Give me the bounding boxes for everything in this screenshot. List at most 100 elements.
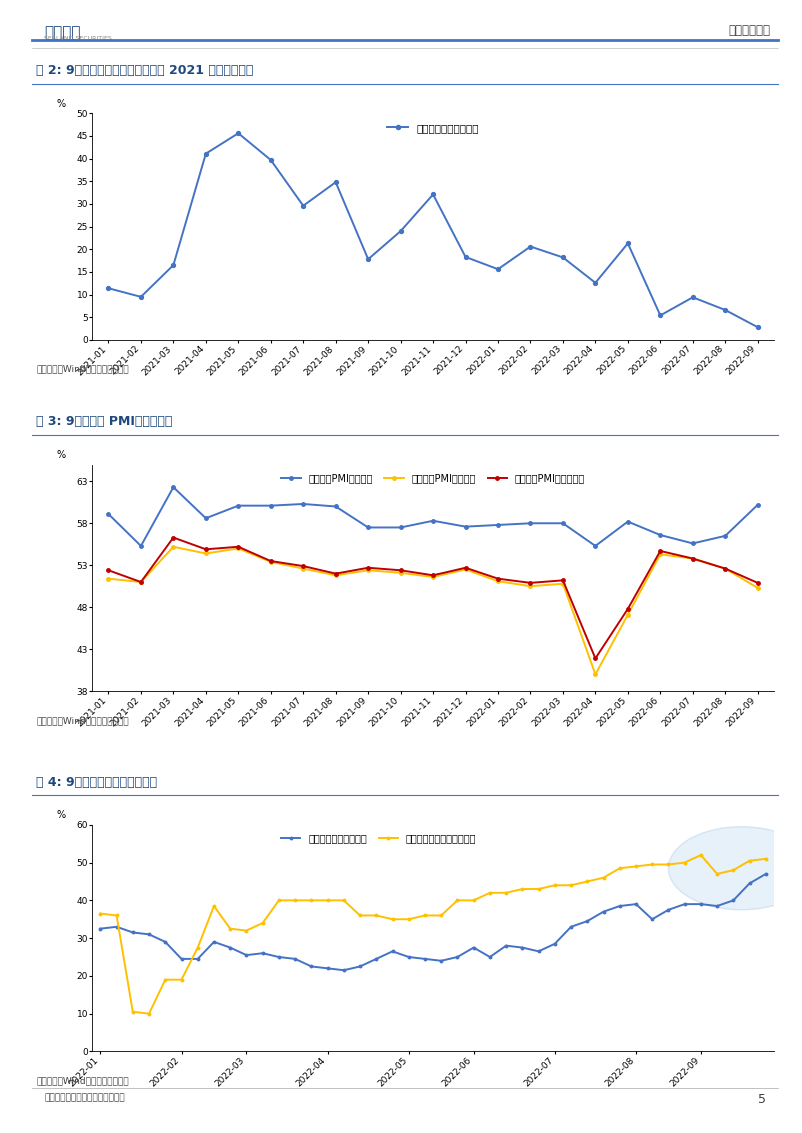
开工率：石油沥青装置 [501,939,511,953]
水泥发运率：全国：当周值 [193,940,203,954]
水泥发运率：全国：当周值 [712,867,722,880]
开工率：石油沥青装置 [95,922,105,936]
开工率：石油沥青装置 [290,952,300,965]
Text: 证券研究报告: 证券研究报告 [728,24,770,37]
水泥发运率：全国：当周值 [387,912,397,926]
水泥发运率：全国：当周值 [95,906,105,920]
非制造业PMI：商务活动 [623,602,633,615]
非制造业PMI：服务业 [753,581,763,595]
非制造业PMI：建筑业 [103,508,113,521]
水泥发运率：全国：当周值 [225,922,235,936]
非制造业PMI：服务业 [590,667,600,681]
非制造业PMI：服务业 [688,552,698,565]
非制造业PMI：商务活动 [168,530,178,544]
非制造业PMI：商务活动 [590,651,600,665]
水泥发运率：全国：当周值 [355,909,365,922]
非制造业PMI：建筑业 [558,517,568,530]
非制造业PMI：服务业 [493,574,503,588]
水泥发运率：全国：当周值 [111,909,121,922]
开工率：石油沥青装置 [387,945,397,959]
非制造业PMI：服务业 [136,576,146,589]
水泥发运率：全国：当周值 [274,894,284,908]
非制造业PMI：商务活动 [460,561,470,574]
Legend: 韩国：出口总额：同比: 韩国：出口总额：同比 [383,119,483,137]
水泥发运率：全国：当周值 [257,917,267,930]
非制造业PMI：建筑业 [233,499,243,512]
开工率：石油沥青装置 [663,903,673,917]
非制造业PMI：建筑业 [331,500,341,513]
开工率：石油沥青装置 [517,940,527,954]
水泥发运率：全国：当周值 [534,883,544,896]
水泥发运率：全国：当周值 [420,909,430,922]
非制造业PMI：建筑业 [590,539,600,553]
非制造业PMI：商务活动 [428,569,438,582]
非制造业PMI：商务活动 [753,576,763,589]
非制造业PMI：服务业 [201,547,211,561]
开工率：石油沥青装置 [306,960,316,973]
Text: 资料来源：Wind、国海证券研究所: 资料来源：Wind、国海证券研究所 [36,365,128,374]
非制造业PMI：建筑业 [266,499,276,512]
开工率：石油沥青装置 [404,951,414,964]
非制造业PMI：服务业 [720,562,730,576]
非制造业PMI：商务活动 [558,573,568,587]
开工率：石油沥青装置 [534,945,544,959]
非制造业PMI：商务活动 [688,552,698,565]
开工率：石油沥青装置 [241,948,251,962]
水泥发运率：全国：当周值 [371,909,381,922]
水泥发运率：全国：当周值 [290,894,300,908]
Text: 资料来源：Wind、国海证券研究所: 资料来源：Wind、国海证券研究所 [36,1076,128,1085]
非制造业PMI：建筑业 [136,539,146,553]
开工率：石油沥青装置 [615,900,625,913]
非制造业PMI：建筑业 [298,497,308,511]
水泥发运率：全国：当周值 [128,1005,138,1019]
开工率：石油沥青装置 [647,912,657,926]
Line: 非制造业PMI：服务业: 非制造业PMI：服务业 [107,545,759,676]
水泥发运率：全国：当周值 [517,883,527,896]
非制造业PMI：商务活动 [525,576,535,589]
水泥发运率：全国：当周值 [761,852,771,866]
开工率：石油沥青装置 [761,867,771,880]
水泥发运率：全国：当周值 [631,860,641,874]
开工率：石油沥青装置 [420,952,430,965]
非制造业PMI：服务业 [168,540,178,554]
非制造业PMI：商务活动 [396,563,406,577]
水泥发运率：全国：当周值 [582,875,592,888]
水泥发运率：全国：当周值 [452,894,462,908]
非制造业PMI：建筑业 [720,529,730,543]
开工率：石油沥青装置 [485,951,495,964]
非制造业PMI：服务业 [623,608,633,622]
开工率：石油沥青装置 [371,952,381,965]
开工率：石油沥青装置 [111,920,121,934]
水泥发运率：全国：当周值 [647,858,657,871]
Text: 图 3: 9月建筑业 PMI景气度回升: 图 3: 9月建筑业 PMI景气度回升 [36,416,172,428]
水泥发运率：全国：当周值 [663,858,673,871]
Line: 非制造业PMI：商务活动: 非制造业PMI：商务活动 [107,536,759,661]
水泥发运率：全国：当周值 [615,861,625,875]
非制造业PMI：服务业 [363,563,373,577]
开工率：石油沥青装置 [322,962,332,976]
非制造业PMI：商务活动 [331,566,341,580]
非制造业PMI：商务活动 [266,554,276,568]
开工率：石油沥青装置 [355,960,365,973]
非制造业PMI：服务业 [233,542,243,555]
开工率：石油沥青装置 [631,897,641,911]
开工率：石油沥青装置 [436,954,446,968]
非制造业PMI：建筑业 [168,480,178,494]
Text: 图 4: 9月基础投资先行指标回升: 图 4: 9月基础投资先行指标回升 [36,776,157,789]
非制造业PMI：服务业 [655,547,665,561]
水泥发运率：全国：当周值 [501,886,511,900]
开工率：石油沥青装置 [469,940,479,954]
开工率：石油沥青装置 [582,914,592,928]
非制造业PMI：服务业 [460,563,470,577]
非制造业PMI：商务活动 [233,540,243,554]
水泥发运率：全国：当周值 [680,855,690,869]
水泥发运率：全国：当周值 [160,973,170,987]
水泥发运率：全国：当周值 [469,894,479,908]
非制造业PMI：商务活动 [363,561,373,574]
开工率：石油沥青装置 [712,900,722,913]
非制造业PMI：建筑业 [363,521,373,535]
非制造业PMI：建筑业 [460,520,470,534]
非制造业PMI：建筑业 [201,511,211,525]
水泥发运率：全国：当周值 [241,923,251,937]
水泥发运率：全国：当周值 [745,854,755,868]
